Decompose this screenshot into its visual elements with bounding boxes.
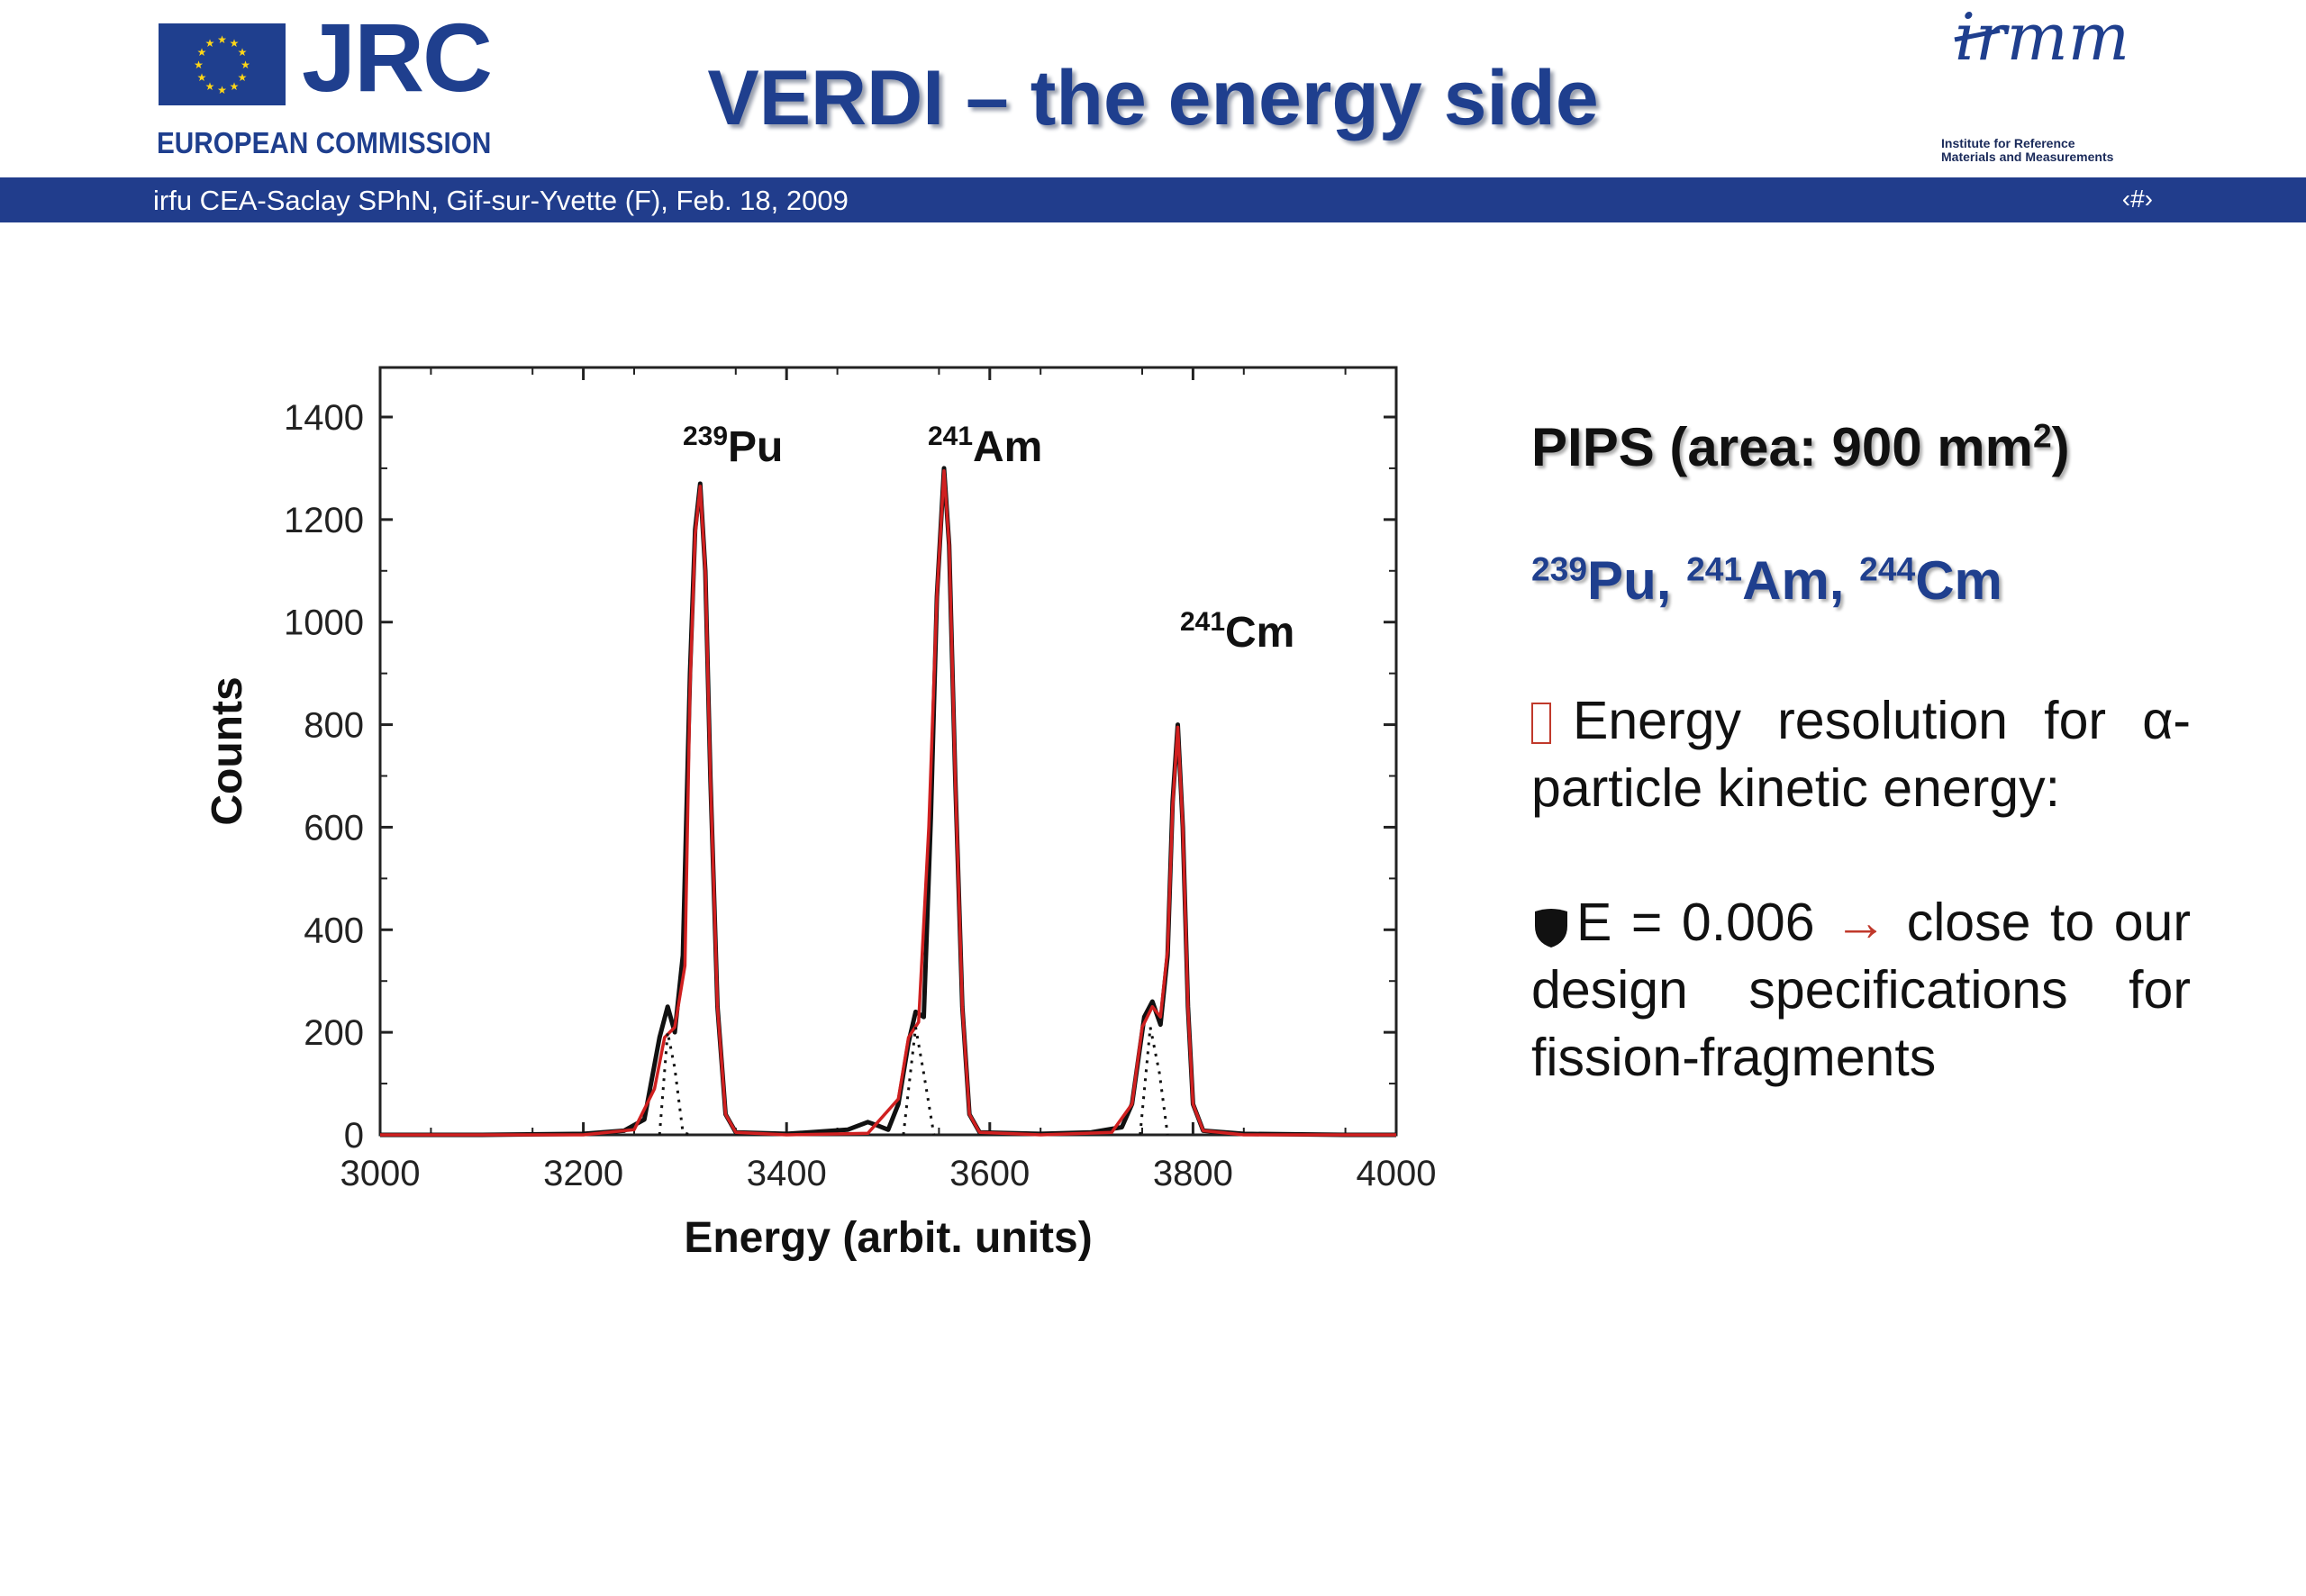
svg-text:★: ★	[241, 59, 250, 71]
x-tick-label: 3200	[543, 1154, 623, 1193]
resolution-text: Energy resolution for α-particle kinetic…	[1531, 691, 2191, 818]
component-dotted-line	[902, 1027, 936, 1136]
pips-sup: 2	[2032, 416, 2052, 455]
x-tick-label: 4000	[1357, 1154, 1437, 1193]
y-tick-label: 400	[304, 911, 364, 950]
footer-band: irfu CEA-Saclay SPhN, Gif-sur-Yvette (F)…	[0, 177, 2306, 222]
irmm-logo: irmm	[1954, 5, 2129, 75]
series-line-solid-black	[380, 466, 1396, 1138]
peak-label-mass: 241	[928, 422, 973, 451]
isotopes-heading: 239Pu, 241Am, 244Cm	[1531, 549, 2002, 612]
y-tick-label: 800	[304, 706, 364, 746]
peak-label-mass: 239	[683, 422, 728, 451]
pips-close: )	[2051, 417, 2070, 477]
pips-text: PIPS (area: 900 mm	[1531, 417, 2033, 477]
y-tick-label: 600	[304, 808, 364, 848]
peak-label-element: Cm	[1225, 609, 1294, 657]
svg-text:★: ★	[230, 37, 240, 50]
delta-shield-icon	[1535, 909, 1567, 948]
result-value: E = 0.006	[1576, 893, 1815, 952]
svg-text:★: ★	[238, 46, 248, 59]
eu-stars-icon: ★ ★ ★ ★ ★ ★ ★ ★ ★ ★ ★ ★	[159, 23, 286, 105]
arrow-icon: →	[1834, 893, 1888, 952]
y-tick-label: 1000	[284, 603, 364, 643]
svg-text:★: ★	[197, 46, 207, 59]
iso1-mass: 239	[1531, 549, 1588, 588]
svg-text:★: ★	[205, 80, 215, 93]
x-tick-label: 3400	[747, 1154, 827, 1193]
slide-title: VERDI – the energy side	[707, 55, 1599, 141]
svg-text:★: ★	[217, 84, 227, 96]
iso2: Am,	[1742, 550, 1860, 611]
irmm-logo-text: irmm	[1955, 5, 2129, 75]
svg-text:★: ★	[194, 59, 204, 71]
peak-label-mass: 241	[1180, 607, 1225, 637]
european-commission-text: EUROPEAN COMMISSION	[157, 126, 492, 159]
irmm-caption-line2: Materials and Measurements	[1941, 150, 2114, 164]
peak-label-element: Am	[973, 423, 1042, 471]
slide-number: ‹#›	[2121, 185, 2153, 213]
y-tick-label: 1400	[284, 398, 364, 438]
peak-label-element: Pu	[728, 423, 783, 471]
plot-frame	[378, 366, 1398, 1137]
iso1: Pu,	[1587, 550, 1687, 611]
x-tick-label: 3800	[1153, 1154, 1233, 1193]
y-tick-label: 1200	[284, 501, 364, 540]
svg-text:★: ★	[205, 37, 215, 50]
component-dotted-line	[1139, 1027, 1169, 1136]
y-tick-label: 0	[344, 1116, 364, 1156]
svg-text:★: ★	[238, 71, 248, 84]
iso2-mass: 241	[1686, 549, 1743, 588]
event-info: irfu CEA-Saclay SPhN, Gif-sur-Yvette (F)…	[153, 185, 849, 216]
result-text: close to our design specifications for f…	[1531, 893, 2191, 1087]
svg-text:★: ★	[217, 33, 227, 46]
iso3-mass: 244	[1859, 549, 1916, 588]
irmm-caption-line1: Institute for Reference	[1941, 136, 2075, 150]
bullet-icon	[1531, 703, 1551, 744]
x-tick-label: 3600	[949, 1154, 1030, 1193]
pips-heading: PIPS (area: 900 mm2)	[1531, 416, 2070, 478]
y-axis-title: Counts	[204, 676, 251, 825]
jrc-logo-text: JRC	[302, 3, 493, 112]
irmm-caption: Institute for Reference Materials and Me…	[1941, 137, 2113, 164]
x-tick-label: 3000	[340, 1154, 421, 1193]
eu-flag-logo: ★ ★ ★ ★ ★ ★ ★ ★ ★ ★ ★ ★	[159, 23, 286, 105]
x-axis-title: Energy (arbit. units)	[684, 1214, 1092, 1262]
y-tick-label: 200	[304, 1013, 364, 1053]
svg-text:★: ★	[230, 80, 240, 93]
irmm-logo-stroke	[1954, 28, 2001, 42]
result-paragraph: E = 0.006 → close to our design specific…	[1531, 889, 2191, 1092]
iso3: Cm	[1915, 550, 2002, 611]
series-line-solid-red-fit	[380, 469, 1396, 1137]
resolution-paragraph: Energy resolution for α-particle kinetic…	[1531, 687, 2191, 822]
series-line-dotted-components	[658, 1030, 691, 1137]
svg-text:★: ★	[197, 71, 207, 84]
